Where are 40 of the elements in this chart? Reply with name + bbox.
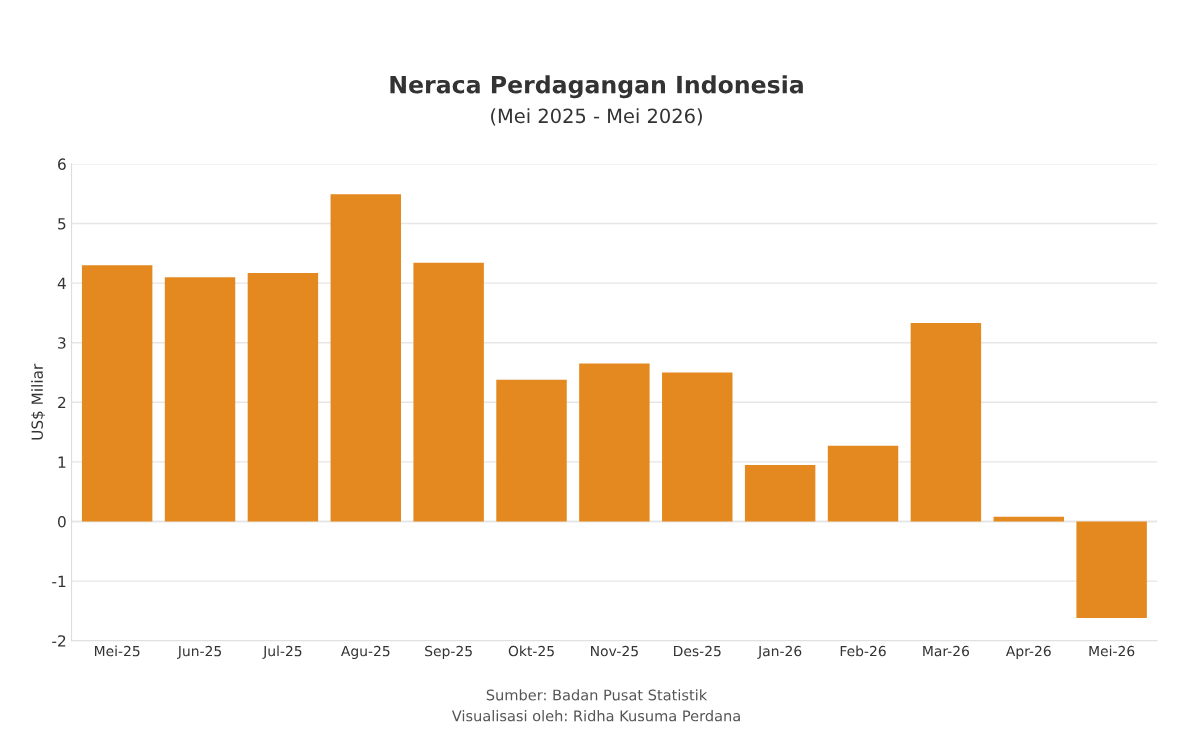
- bar: [1076, 521, 1147, 619]
- y-tick-label: 0: [58, 515, 66, 528]
- x-tick-label: Sep-25: [425, 645, 472, 659]
- y-tick-label: 4: [57, 277, 66, 289]
- bar: [413, 262, 484, 522]
- bar: [330, 194, 401, 522]
- bar: [164, 277, 236, 522]
- x-tick-label: Okt-25: [508, 645, 554, 657]
- y-tick-label: 3: [58, 337, 66, 349]
- y-tick-label: -2: [52, 635, 66, 647]
- x-tick-label: Jan-26: [757, 645, 802, 659]
- y-tick-label: 5: [58, 218, 66, 230]
- x-tick-label: Mar-26: [923, 645, 970, 657]
- y-tick-label: 2: [58, 396, 66, 409]
- x-tick-label: Des-25: [674, 645, 721, 657]
- bar: [662, 372, 733, 522]
- x-tick-label: Nov-25: [591, 645, 638, 657]
- chart-title: Neraca Perdagangan Indonesia: [390, 75, 803, 99]
- y-tick-label: -1: [52, 575, 66, 587]
- bar: [827, 445, 899, 522]
- x-tick-label: Mei-25: [94, 645, 140, 657]
- y-tick-label: 1: [58, 456, 66, 468]
- text: Visualisasi oleh: Ridha Kusuma Perdana: [451, 710, 740, 722]
- text: Sumber: Badan Pusat Statistik: [486, 689, 708, 701]
- bar: [993, 516, 1064, 522]
- x-tick-label: Mei-26: [1089, 645, 1135, 657]
- bar: [579, 363, 650, 522]
- x-tick-label: Agu-25: [340, 645, 390, 659]
- bar: [744, 464, 816, 522]
- x-tick-label: Jul-25: [262, 645, 302, 659]
- bar: [910, 323, 982, 522]
- bar: [496, 379, 567, 522]
- y-axis-title: US$ Miliar: [31, 363, 45, 440]
- x-tick-label: Apr-26: [1005, 645, 1051, 659]
- chart-subtitle: (Mei 2025 - Mei 2026): [491, 108, 702, 126]
- bar: [247, 272, 319, 522]
- x-tick-label: Feb-26: [840, 645, 886, 657]
- x-tick-label: Jun-25: [177, 645, 222, 659]
- bar: [81, 265, 153, 522]
- y-tick-label: 6: [58, 158, 66, 170]
